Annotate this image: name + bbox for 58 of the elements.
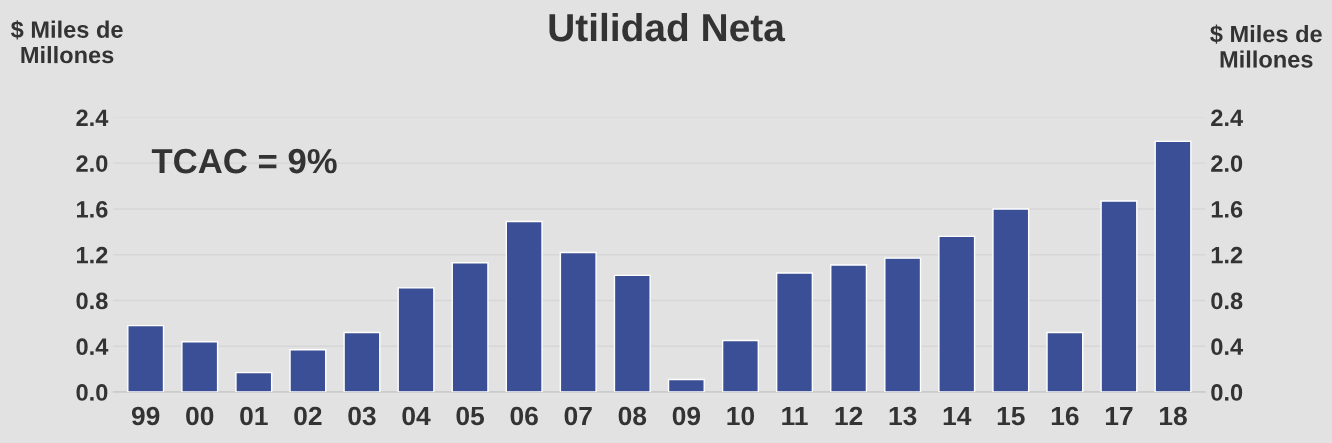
x-tick-label: 07	[564, 406, 592, 426]
bar	[992, 208, 1030, 393]
bar	[127, 324, 165, 393]
y2-tick-label: 1.2	[1211, 246, 1243, 264]
chart-title: Utilidad Neta	[549, 12, 786, 42]
x-tick-label: 18	[1160, 406, 1187, 426]
y2-tick-label: 2.0	[1211, 155, 1243, 172]
bar	[343, 331, 381, 393]
bar	[667, 378, 705, 393]
x-tick-label: 10	[727, 406, 755, 426]
bar	[505, 220, 543, 393]
bar	[397, 287, 435, 393]
y2-tick-label: 1.6	[1211, 201, 1243, 218]
bar	[289, 349, 327, 393]
x-tick-label: 11	[782, 406, 808, 426]
x-tick-label: 01	[240, 406, 268, 426]
y-tick-label: 0.8	[76, 292, 108, 310]
x-tick-label: 08	[618, 406, 647, 426]
y2-tick-label: 0.8	[1211, 292, 1243, 310]
x-tick-label: 04	[402, 406, 431, 426]
annotation: TCAC = 9%	[151, 148, 337, 174]
bar	[1046, 331, 1084, 393]
y-tick-label: 1.6	[77, 201, 108, 218]
y-tick-label: 2.0	[76, 155, 108, 172]
bar	[1154, 140, 1192, 393]
x-tick-label: 03	[348, 406, 376, 426]
x-tick-label: 06	[510, 406, 538, 426]
bar	[938, 235, 976, 393]
y-tick-label: 2.4	[76, 109, 109, 126]
y-axis-title: $ Miles de Millones	[10, 20, 123, 64]
x-tick-label: 13	[889, 406, 917, 426]
x-tick-label: 15	[997, 406, 1025, 426]
bar	[1100, 200, 1138, 393]
x-tick-label: 02	[294, 406, 322, 426]
y2-axis-title: $ Miles de Millones	[1210, 24, 1322, 68]
bar	[451, 262, 489, 393]
x-tick-label: 17	[1105, 406, 1133, 426]
bar	[830, 264, 868, 393]
x-tick-label: 99	[131, 406, 160, 426]
y-tick-label: 0.4	[76, 338, 109, 356]
x-tick-label: 12	[835, 406, 863, 426]
x-tick-label: 05	[456, 406, 485, 426]
y2-tick-label: 0.0	[1211, 384, 1243, 401]
bar	[613, 274, 651, 393]
x-tick-label: 09	[672, 406, 701, 426]
x-tick-label: 00	[186, 406, 214, 426]
y-tick-label: 1.2	[77, 246, 108, 264]
bar	[721, 339, 759, 393]
bar	[181, 341, 219, 393]
bar	[559, 251, 597, 393]
bar	[235, 371, 273, 393]
y2-tick-label: 2.4	[1211, 109, 1244, 126]
y2-tick-label: 0.4	[1211, 338, 1244, 356]
bar	[884, 257, 922, 393]
x-tick-label: 16	[1051, 406, 1079, 426]
x-tick-label: 14	[943, 406, 972, 426]
y-tick-label: 0.0	[76, 384, 108, 401]
bar	[775, 272, 814, 393]
